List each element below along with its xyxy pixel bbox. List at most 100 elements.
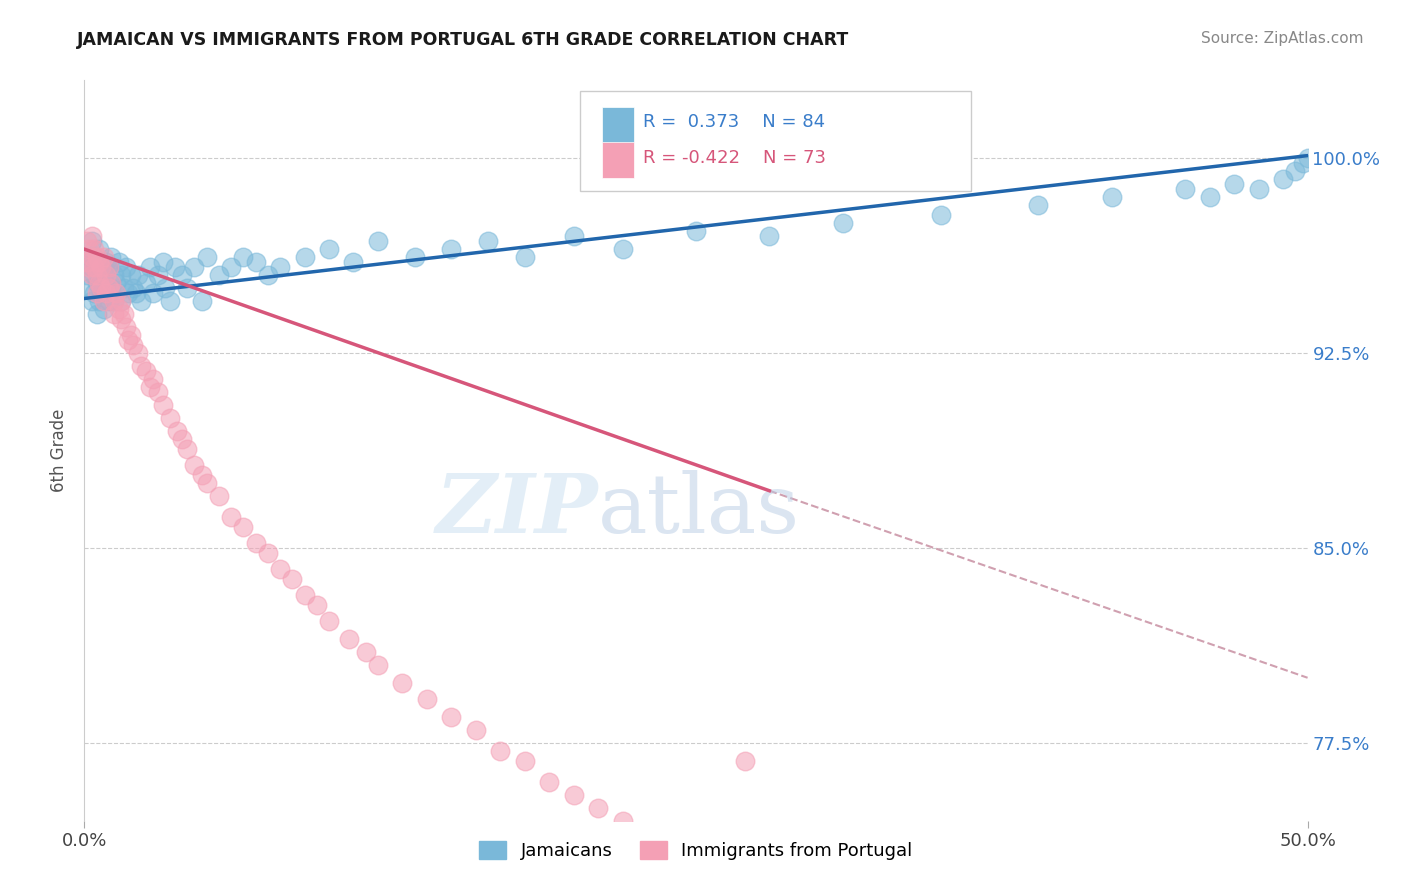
- Point: [166, 424, 188, 438]
- Point: [97, 281, 120, 295]
- Point: [86, 276, 108, 290]
- Point: [120, 268, 142, 282]
- Point: [416, 691, 439, 706]
- FancyBboxPatch shape: [602, 142, 634, 178]
- Point: [318, 242, 340, 256]
- Point: [586, 800, 609, 814]
- Point: [127, 268, 149, 282]
- Point: [195, 475, 218, 490]
- Point: [562, 229, 585, 244]
- Point: [97, 294, 120, 309]
- Point: [103, 307, 125, 321]
- Point: [269, 562, 291, 576]
- Point: [929, 208, 952, 222]
- Point: [440, 710, 463, 724]
- Point: [107, 301, 129, 316]
- Point: [257, 546, 280, 560]
- Point: [1284, 164, 1306, 178]
- Point: [105, 286, 128, 301]
- Point: [513, 754, 536, 768]
- Point: [257, 268, 280, 282]
- Point: [612, 814, 634, 828]
- FancyBboxPatch shape: [602, 107, 634, 144]
- Y-axis label: 6th Grade: 6th Grade: [51, 409, 69, 492]
- Point: [100, 250, 122, 264]
- Point: [110, 268, 132, 282]
- Point: [120, 327, 142, 342]
- Point: [100, 276, 122, 290]
- Point: [96, 286, 118, 301]
- Point: [110, 294, 132, 309]
- Point: [112, 281, 135, 295]
- Point: [129, 359, 152, 373]
- Point: [337, 632, 360, 646]
- Point: [122, 281, 145, 295]
- Point: [159, 411, 181, 425]
- Point: [129, 294, 152, 309]
- Point: [93, 260, 115, 275]
- Point: [93, 301, 115, 316]
- Point: [1174, 182, 1197, 196]
- Point: [232, 250, 254, 264]
- Text: Source: ZipAtlas.com: Source: ZipAtlas.com: [1201, 31, 1364, 46]
- Point: [117, 286, 139, 301]
- Point: [86, 250, 108, 264]
- Point: [831, 216, 853, 230]
- Point: [139, 260, 162, 275]
- Point: [83, 242, 105, 256]
- Point: [142, 372, 165, 386]
- Point: [117, 333, 139, 347]
- Point: [96, 255, 118, 269]
- Point: [83, 250, 105, 264]
- Point: [1272, 172, 1295, 186]
- Point: [115, 260, 138, 275]
- Point: [77, 255, 100, 269]
- Point: [269, 260, 291, 275]
- Point: [685, 224, 707, 238]
- Point: [191, 468, 214, 483]
- Point: [152, 255, 174, 269]
- Point: [107, 255, 129, 269]
- Point: [90, 260, 112, 275]
- Point: [1223, 177, 1246, 191]
- Text: R = -0.422    N = 73: R = -0.422 N = 73: [644, 149, 827, 167]
- Point: [87, 276, 110, 290]
- Point: [110, 312, 132, 326]
- Point: [159, 294, 181, 309]
- Point: [93, 294, 115, 309]
- Point: [153, 281, 176, 295]
- Point: [440, 242, 463, 256]
- Point: [612, 242, 634, 256]
- Point: [115, 320, 138, 334]
- Point: [96, 268, 118, 282]
- Point: [90, 286, 112, 301]
- Point: [183, 458, 205, 472]
- Point: [1028, 198, 1050, 212]
- Point: [758, 229, 780, 244]
- Point: [146, 384, 169, 399]
- Point: [96, 281, 118, 295]
- Point: [294, 250, 316, 264]
- Point: [76, 268, 98, 282]
- Point: [489, 743, 512, 757]
- Point: [80, 268, 103, 282]
- Point: [1292, 156, 1315, 170]
- Point: [80, 250, 103, 264]
- Point: [513, 250, 536, 264]
- Point: [232, 520, 254, 534]
- Point: [208, 268, 231, 282]
- FancyBboxPatch shape: [579, 91, 972, 191]
- Point: [86, 307, 108, 321]
- Point: [219, 260, 242, 275]
- Point: [83, 286, 105, 301]
- Point: [77, 281, 100, 295]
- Point: [127, 346, 149, 360]
- Point: [183, 260, 205, 275]
- Point: [342, 255, 364, 269]
- Point: [318, 614, 340, 628]
- Point: [86, 268, 108, 282]
- Point: [135, 276, 157, 290]
- Point: [87, 255, 110, 269]
- Point: [112, 307, 135, 321]
- Point: [103, 268, 125, 282]
